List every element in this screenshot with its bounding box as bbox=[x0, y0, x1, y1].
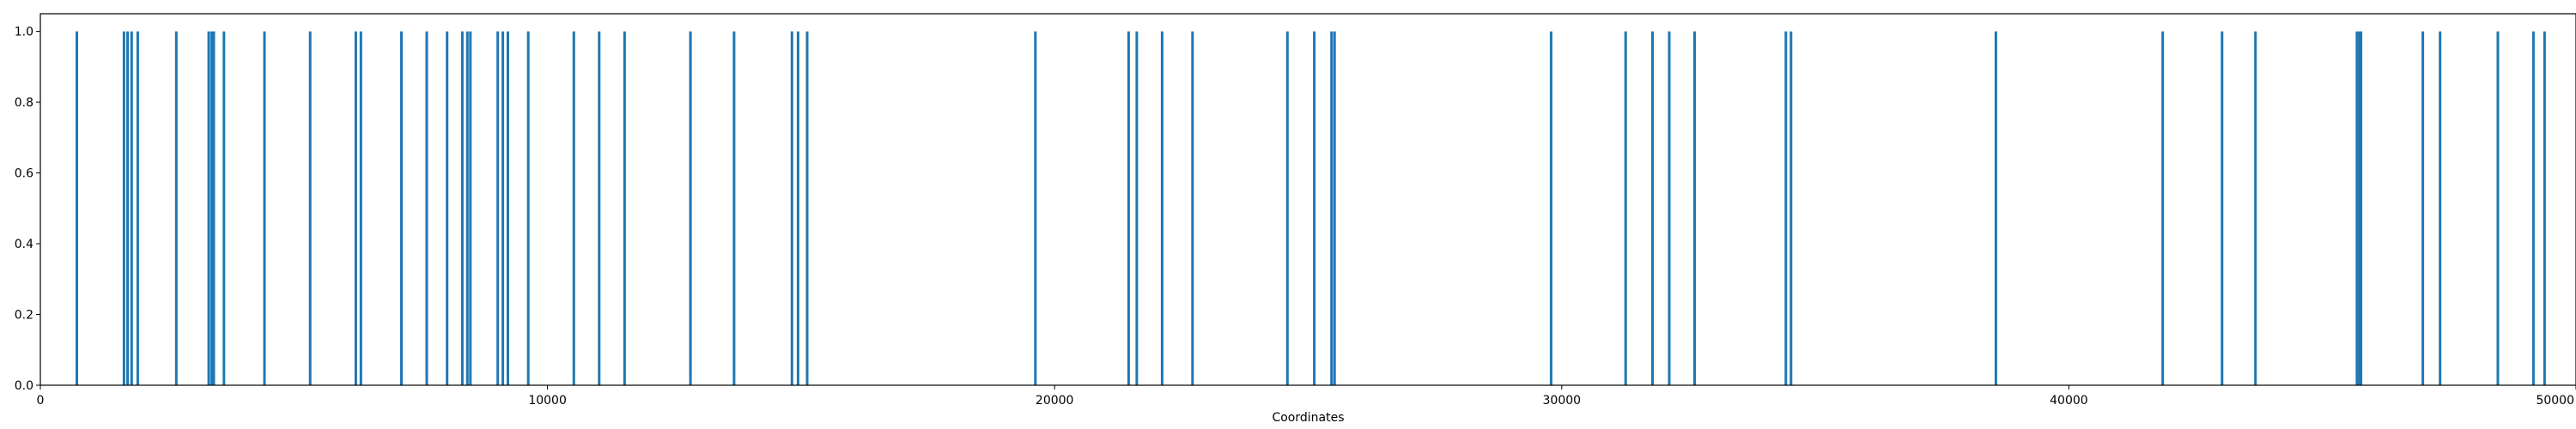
bar bbox=[507, 31, 509, 385]
y-tick-label: 0.4 bbox=[15, 238, 33, 251]
bar bbox=[308, 31, 312, 385]
bar bbox=[2254, 31, 2257, 385]
bar bbox=[572, 31, 575, 385]
bar bbox=[1789, 31, 1793, 385]
bar bbox=[1330, 31, 1334, 385]
plot-frame bbox=[39, 13, 2576, 386]
bar bbox=[1034, 31, 1037, 385]
bar bbox=[796, 31, 799, 385]
bar bbox=[222, 31, 226, 385]
y-tick-label: 0.0 bbox=[15, 379, 33, 393]
bar bbox=[1191, 31, 1194, 385]
bar bbox=[689, 31, 692, 385]
bar bbox=[2531, 31, 2535, 385]
bar bbox=[2543, 31, 2546, 385]
bar bbox=[598, 31, 601, 385]
bar bbox=[174, 31, 178, 385]
bar bbox=[496, 31, 500, 385]
bar bbox=[400, 31, 403, 385]
bar bbox=[2358, 31, 2361, 385]
x-tick-label: 10000 bbox=[528, 394, 567, 408]
bar bbox=[465, 31, 469, 385]
bar bbox=[76, 31, 78, 385]
bar bbox=[1549, 31, 1552, 385]
bar bbox=[2221, 31, 2224, 385]
bar bbox=[1624, 31, 1627, 385]
bar bbox=[501, 31, 505, 385]
y-tick-label: 1.0 bbox=[15, 26, 33, 39]
bar bbox=[212, 31, 216, 385]
bar bbox=[1994, 31, 1997, 385]
bar bbox=[790, 31, 793, 385]
bar bbox=[1784, 31, 1788, 385]
bar bbox=[1333, 31, 1336, 385]
bar bbox=[210, 31, 214, 385]
bar bbox=[1693, 31, 1696, 385]
x-tick-label: 0 bbox=[37, 394, 45, 408]
bar bbox=[1285, 31, 1289, 385]
bar bbox=[207, 31, 210, 385]
bar bbox=[130, 31, 133, 385]
bar bbox=[136, 31, 139, 385]
bar bbox=[732, 31, 736, 385]
x-tick-label: 50000 bbox=[2536, 394, 2574, 408]
bar bbox=[469, 31, 472, 385]
bar bbox=[2421, 31, 2425, 385]
bar bbox=[2439, 31, 2442, 385]
y-tick-label: 0.8 bbox=[15, 96, 33, 110]
bar bbox=[1651, 31, 1654, 385]
bar bbox=[263, 31, 266, 385]
bar bbox=[1160, 31, 1163, 385]
bar bbox=[2496, 31, 2500, 385]
bar bbox=[1313, 31, 1316, 385]
bar bbox=[2360, 31, 2363, 385]
x-tick-label: 20000 bbox=[1036, 394, 1074, 408]
bar bbox=[359, 31, 362, 385]
bar bbox=[2355, 31, 2359, 385]
x-axis-ticks: 0 10000 20000 30000 40000 50000 bbox=[37, 385, 2576, 408]
bar bbox=[526, 31, 530, 385]
x-axis-label: Coordinates bbox=[1272, 411, 1344, 425]
bar bbox=[1668, 31, 1671, 385]
bar bbox=[1135, 31, 1139, 385]
bar bbox=[122, 31, 125, 385]
bar bbox=[446, 31, 449, 385]
bar bbox=[1127, 31, 1130, 385]
y-tick-label: 0.6 bbox=[15, 167, 33, 181]
bars-layer bbox=[76, 31, 2546, 385]
x-tick-label: 40000 bbox=[2050, 394, 2088, 408]
bar bbox=[805, 31, 809, 385]
bar bbox=[460, 31, 464, 385]
bar bbox=[126, 31, 130, 385]
bar bbox=[354, 31, 357, 385]
x-tick-label: 30000 bbox=[1543, 394, 1582, 408]
bar bbox=[623, 31, 626, 385]
y-tick-label: 0.2 bbox=[15, 309, 33, 323]
bar bbox=[425, 31, 428, 385]
y-axis-ticks: 0.0 0.2 0.4 0.6 0.8 1.0 bbox=[15, 26, 40, 393]
bar bbox=[2161, 31, 2165, 385]
